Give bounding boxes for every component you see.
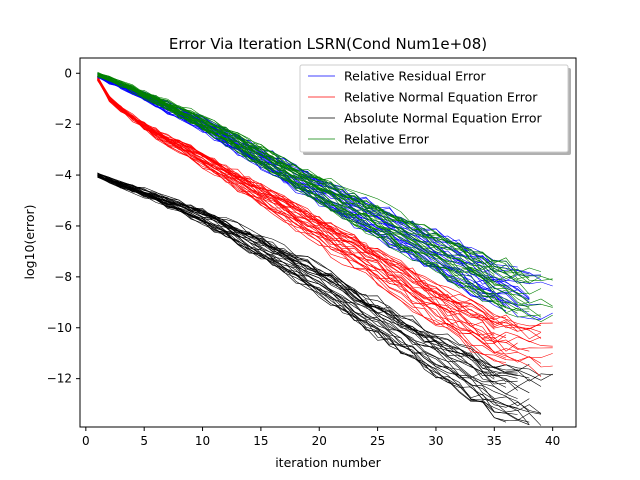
x-tick-label: 0 <box>82 434 90 448</box>
x-axis: 0 5 10 15 20 25 30 35 40 <box>82 427 560 448</box>
legend-box <box>299 64 569 153</box>
x-tick-label: 10 <box>195 434 210 448</box>
series-run-line <box>97 74 495 292</box>
series-run-line <box>97 175 530 425</box>
series-run-line <box>97 78 542 377</box>
series-run-line <box>97 79 553 350</box>
plot-frame <box>79 57 577 428</box>
legend: Relative Residual Error Relative Normal E… <box>299 64 571 155</box>
y-axis: 0 −2 −4 −6 −8 −10 −12 <box>47 66 80 386</box>
series-run-line <box>97 172 507 423</box>
series-run-line <box>97 78 507 363</box>
series-run-line <box>97 175 530 372</box>
series-run-line <box>97 175 530 423</box>
series-run-line <box>97 176 518 415</box>
series-run-line <box>97 71 530 280</box>
series-run-line <box>97 74 495 298</box>
series-relative-normal-equation-error <box>97 75 553 377</box>
series-run-line <box>97 80 542 339</box>
series-run-line <box>97 72 518 274</box>
series-run-line <box>97 174 518 379</box>
series-run-line <box>97 74 530 294</box>
series-run-line <box>97 172 530 379</box>
x-tick-label: 40 <box>545 434 560 448</box>
plot-lines <box>97 71 553 426</box>
x-axis-label: iteration number <box>275 455 381 470</box>
series-run-line <box>97 72 530 301</box>
legend-label: Relative Error <box>344 132 430 147</box>
series-run-line <box>97 175 553 382</box>
y-tick-label: −12 <box>47 372 72 386</box>
series-run-line <box>97 75 495 321</box>
series-absolute-normal-equation-error <box>97 172 553 426</box>
y-tick-label: −4 <box>54 168 72 182</box>
series-run-line <box>97 174 553 381</box>
series-run-line <box>97 78 495 325</box>
series-run-line <box>97 75 542 318</box>
x-tick-label: 30 <box>428 434 443 448</box>
series-run-line <box>97 174 495 380</box>
x-tick-label: 25 <box>370 434 385 448</box>
legend-label: Absolute Normal Equation Error <box>344 111 542 126</box>
series-run-line <box>97 176 542 414</box>
y-tick-label: −2 <box>54 117 72 131</box>
x-tick-label: 35 <box>487 434 502 448</box>
y-axis-label: log10(error) <box>22 205 37 280</box>
series-run-line <box>97 80 507 344</box>
series-run-line <box>97 174 542 377</box>
series-run-line <box>97 78 518 353</box>
y-tick-label: −8 <box>54 270 72 284</box>
legend-label: Relative Normal Equation Error <box>344 90 538 105</box>
series-run-line <box>97 75 530 284</box>
y-tick-label: −10 <box>47 321 72 335</box>
series-run-line <box>97 76 530 275</box>
legend-label: Relative Residual Error <box>344 69 486 84</box>
series-run-line <box>97 175 530 395</box>
y-tick-label: 0 <box>64 66 72 80</box>
series-run-line <box>97 72 542 318</box>
series-run-line <box>97 176 530 413</box>
series-run-line <box>97 76 507 359</box>
series-run-line <box>97 76 542 274</box>
series-run-line <box>97 76 542 340</box>
x-tick-label: 5 <box>140 434 148 448</box>
series-run-line <box>97 76 518 352</box>
series-run-line <box>97 75 530 312</box>
x-tick-label: 15 <box>253 434 268 448</box>
series-run-line <box>97 77 518 329</box>
y-tick-label: −6 <box>54 219 72 233</box>
series-run-line <box>97 79 507 366</box>
series-relative-error <box>97 71 553 322</box>
x-tick-label: 20 <box>312 434 327 448</box>
chart-title: Error Via Iteration LSRN(Cond Num1e+08) <box>169 35 487 53</box>
series-run-line <box>97 174 507 385</box>
